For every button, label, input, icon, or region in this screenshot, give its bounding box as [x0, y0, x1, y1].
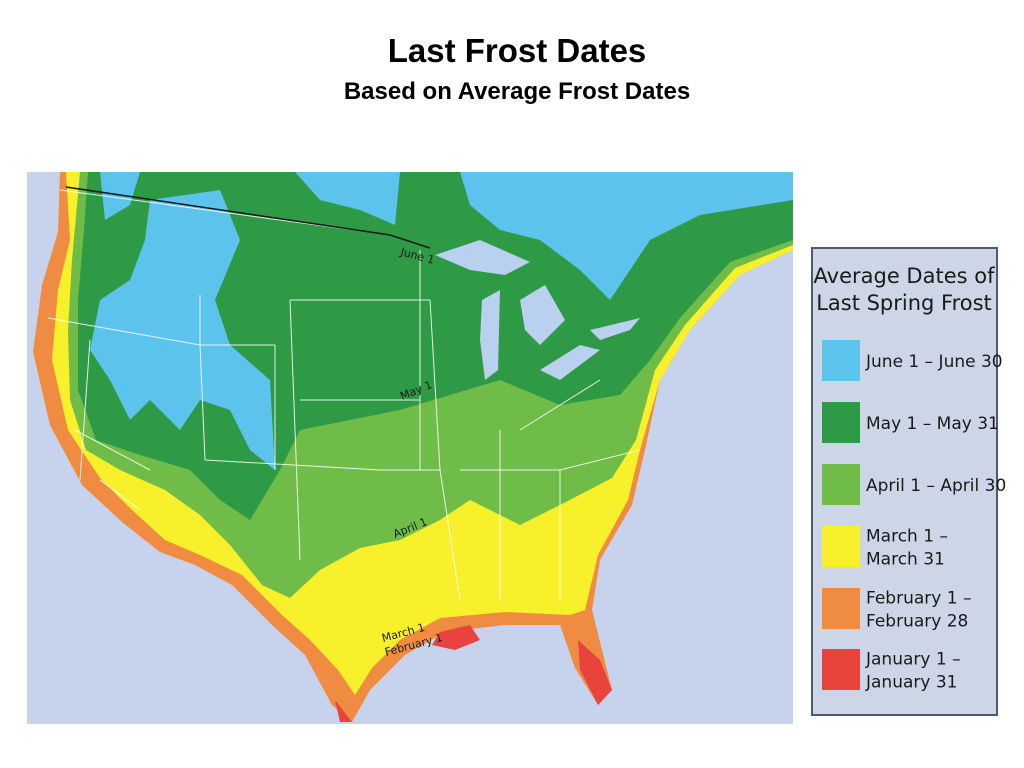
legend-label: February 1 – — [866, 589, 971, 609]
zone-jan — [432, 625, 480, 650]
legend-swatch — [822, 402, 860, 443]
legend-title: Last Spring Frost — [816, 291, 992, 315]
legend-swatch — [822, 340, 860, 381]
legend-label: May 1 – May 31 — [866, 414, 999, 434]
legend-label: April 1 – April 30 — [866, 476, 1006, 496]
legend-swatch — [822, 526, 860, 567]
zone-jun — [460, 172, 793, 300]
zone-jun — [100, 172, 140, 220]
legend-swatch — [822, 588, 860, 629]
title: Last Frost Dates — [388, 32, 647, 69]
legend-label: March 1 – — [866, 527, 948, 547]
canada-border — [65, 186, 431, 249]
lakes — [435, 240, 640, 380]
legend-label: January 31 — [865, 673, 957, 693]
legend-label: June 1 – June 30 — [865, 352, 1003, 372]
zone-jun — [295, 172, 400, 225]
border-lines — [47, 189, 641, 601]
legend-swatch — [822, 464, 860, 505]
legend-swatch — [822, 649, 860, 690]
legend: Average Dates of Last Spring Frost June 1 … — [811, 247, 1006, 716]
subtitle: Based on Average Frost Dates — [344, 78, 690, 105]
legend-label: March 31 — [866, 550, 945, 570]
legend-label: February 28 — [866, 612, 968, 632]
zone-jan — [335, 700, 352, 722]
map: June 1 May 1 April 1 March 1 February 1 — [27, 172, 793, 724]
legend-title: Average Dates of — [814, 264, 996, 288]
legend-label: January 1 – — [865, 650, 961, 670]
zone-jan — [578, 640, 612, 705]
zone-jun — [90, 190, 275, 470]
